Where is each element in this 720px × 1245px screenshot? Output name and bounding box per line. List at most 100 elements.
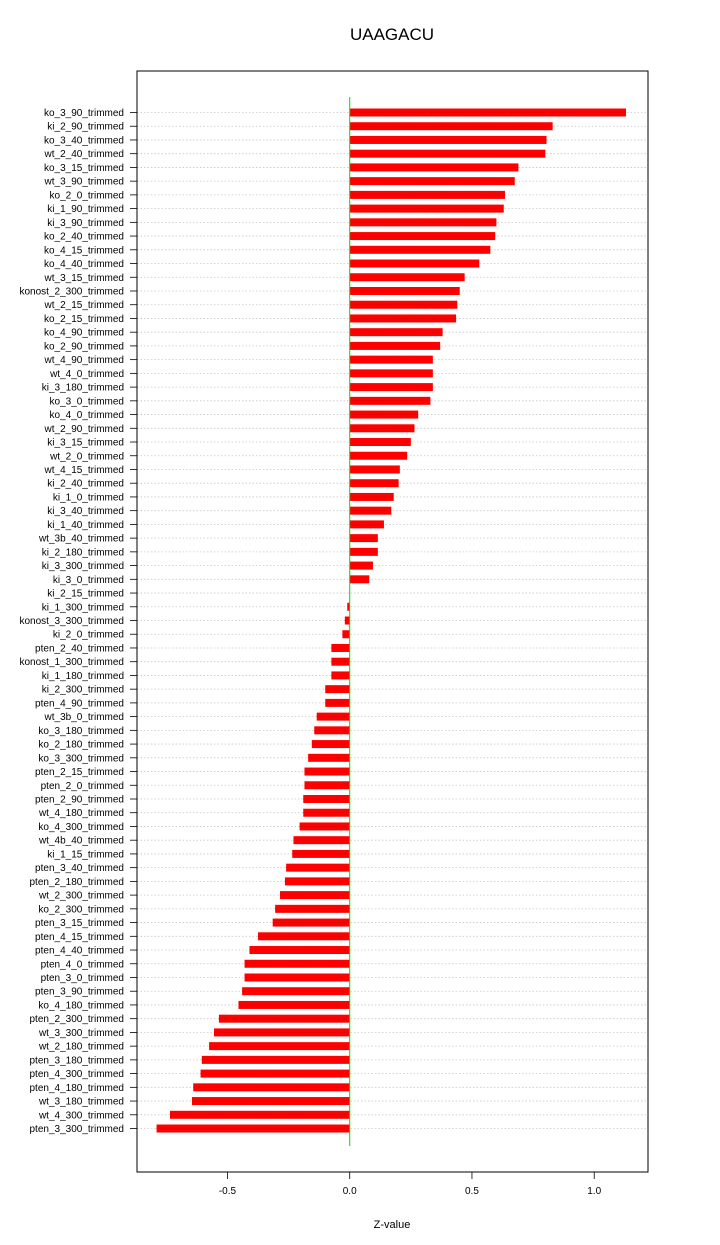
bar-pten_2_180_trimmed: [284, 877, 350, 886]
category-label: wt_2_180_trimmed: [38, 1042, 124, 1053]
bar-ko_3_15_trimmed: [349, 163, 519, 172]
bar-wt_4_0_trimmed: [349, 369, 433, 378]
category-label: pten_3_300_trimmed: [29, 1124, 124, 1135]
bar-ki_1_90_trimmed: [349, 204, 504, 213]
category-label: wt_4_0_trimmed: [49, 369, 124, 380]
bar-ki_1_40_trimmed: [349, 520, 384, 529]
category-label: ki_3_15_trimmed: [47, 438, 124, 449]
bar-pten_3_40_trimmed: [286, 863, 350, 872]
category-label: konost_2_300_trimmed: [19, 286, 124, 297]
category-label: wt_3b_40_trimmed: [38, 534, 124, 545]
category-label: wt_3_180_trimmed: [38, 1097, 124, 1108]
category-label: wt_3_15_trimmed: [44, 273, 124, 284]
bar-wt_2_15_trimmed: [349, 300, 458, 309]
category-label: ko_2_90_trimmed: [44, 341, 124, 352]
category-labels: ko_3_90_trimmed ki_2_90_trimmed ko_3_40_tr…: [19, 108, 137, 1135]
category-label: ko_4_180_trimmed: [38, 1000, 124, 1011]
bar-pten_4_300_trimmed: [200, 1069, 350, 1078]
category-label: ki_3_300_trimmed: [42, 561, 124, 572]
bar-pten_3_90_trimmed: [242, 987, 350, 996]
bar-pten_4_90_trimmed: [325, 698, 350, 707]
bar-ki_2_300_trimmed: [325, 685, 350, 694]
category-label: ki_3_90_trimmed: [47, 218, 124, 229]
category-label: wt_4_300_trimmed: [38, 1110, 124, 1121]
category-label: pten_2_90_trimmed: [35, 795, 124, 806]
category-label: ko_4_15_trimmed: [44, 245, 124, 256]
category-label: wt_2_0_trimmed: [49, 451, 124, 462]
bar-konost_1_300_trimmed: [331, 657, 350, 666]
category-label: ko_2_40_trimmed: [44, 232, 124, 243]
category-label: ki_2_40_trimmed: [47, 479, 124, 490]
category-label: ko_4_40_trimmed: [44, 259, 124, 270]
category-label: wt_2_300_trimmed: [38, 891, 124, 902]
category-label: ki_1_15_trimmed: [47, 849, 124, 860]
bars-layer: [156, 108, 626, 1133]
bar-ki_3_180_trimmed: [349, 383, 433, 392]
category-label: ko_3_180_trimmed: [38, 726, 124, 737]
category-label: pten_4_15_trimmed: [35, 932, 124, 943]
category-label: pten_2_180_trimmed: [29, 877, 124, 888]
category-label: ko_4_90_trimmed: [44, 328, 124, 339]
bar-wt_2_90_trimmed: [349, 424, 415, 433]
category-label: ki_1_40_trimmed: [47, 520, 124, 531]
category-label: ki_2_90_trimmed: [47, 122, 124, 133]
bar-pten_3_180_trimmed: [201, 1055, 350, 1064]
category-label: ki_2_180_trimmed: [42, 547, 124, 558]
category-label: pten_4_180_trimmed: [29, 1083, 124, 1094]
category-label: pten_3_90_trimmed: [35, 987, 124, 998]
bar-ki_2_40_trimmed: [349, 479, 399, 488]
category-label: pten_2_40_trimmed: [35, 643, 124, 654]
category-label: pten_2_15_trimmed: [35, 767, 124, 778]
category-label: konost_1_300_trimmed: [19, 657, 124, 668]
category-label: ki_2_0_trimmed: [53, 630, 124, 641]
bar-pten_2_40_trimmed: [331, 643, 350, 652]
category-label: pten_2_300_trimmed: [29, 1014, 124, 1025]
x-axis-title: Z-value: [374, 1219, 411, 1231]
bar-ko_4_40_trimmed: [349, 259, 480, 268]
category-label: ko_4_0_trimmed: [50, 410, 124, 421]
category-label: wt_4_180_trimmed: [38, 808, 124, 819]
category-label: ki_1_0_trimmed: [53, 492, 124, 503]
bar-ki_1_180_trimmed: [331, 671, 350, 680]
bar-wt_4_300_trimmed: [170, 1110, 350, 1119]
category-label: pten_4_90_trimmed: [35, 698, 124, 709]
category-label: ko_3_40_trimmed: [44, 135, 124, 146]
category-label: wt_2_90_trimmed: [44, 424, 124, 435]
category-label: wt_3b_0_trimmed: [44, 712, 124, 723]
category-label: ki_1_180_trimmed: [42, 671, 124, 682]
category-label: ko_2_180_trimmed: [38, 740, 124, 751]
bar-wt_3b_40_trimmed: [349, 534, 378, 543]
category-label: pten_4_0_trimmed: [41, 959, 124, 970]
bar-konost_3_300_trimmed: [344, 616, 350, 625]
x-tick-label: 0.0: [343, 1186, 357, 1197]
category-label: wt_4b_40_trimmed: [38, 836, 124, 847]
category-label: ko_3_300_trimmed: [38, 753, 124, 764]
x-axis: -0.5 0.0 0.5 1.0: [219, 1172, 602, 1197]
bar-wt_2_300_trimmed: [280, 891, 350, 900]
category-label: ko_2_0_trimmed: [50, 190, 124, 201]
x-tick-label: -0.5: [219, 1186, 237, 1197]
category-label: ko_3_15_trimmed: [44, 163, 124, 174]
category-label: ko_2_300_trimmed: [38, 904, 124, 915]
bar-ki_1_0_trimmed: [349, 492, 394, 501]
bar-wt_3b_0_trimmed: [316, 712, 350, 721]
category-label: ki_1_300_trimmed: [42, 602, 124, 613]
bar-ki_2_90_trimmed: [349, 122, 553, 131]
bar-ki_2_0_trimmed: [342, 630, 350, 639]
category-label: wt_2_40_trimmed: [44, 149, 124, 160]
category-label: wt_2_15_trimmed: [44, 300, 124, 311]
category-label: ko_3_0_trimmed: [50, 396, 124, 407]
bar-ki_2_180_trimmed: [349, 547, 378, 556]
category-label: wt_4_15_trimmed: [44, 465, 124, 476]
bar-ko_4_0_trimmed: [349, 410, 419, 419]
bar-ki_1_300_trimmed: [347, 602, 350, 611]
category-label: wt_3_90_trimmed: [44, 177, 124, 188]
bar-ki_3_0_trimmed: [349, 575, 370, 584]
x-tick-label: 1.0: [587, 1186, 601, 1197]
category-label: ki_2_15_trimmed: [47, 589, 124, 600]
plot-frame: [136, 70, 649, 1173]
x-tick-label: 0.5: [465, 1186, 479, 1197]
bar-wt_3_15_trimmed: [349, 273, 465, 282]
